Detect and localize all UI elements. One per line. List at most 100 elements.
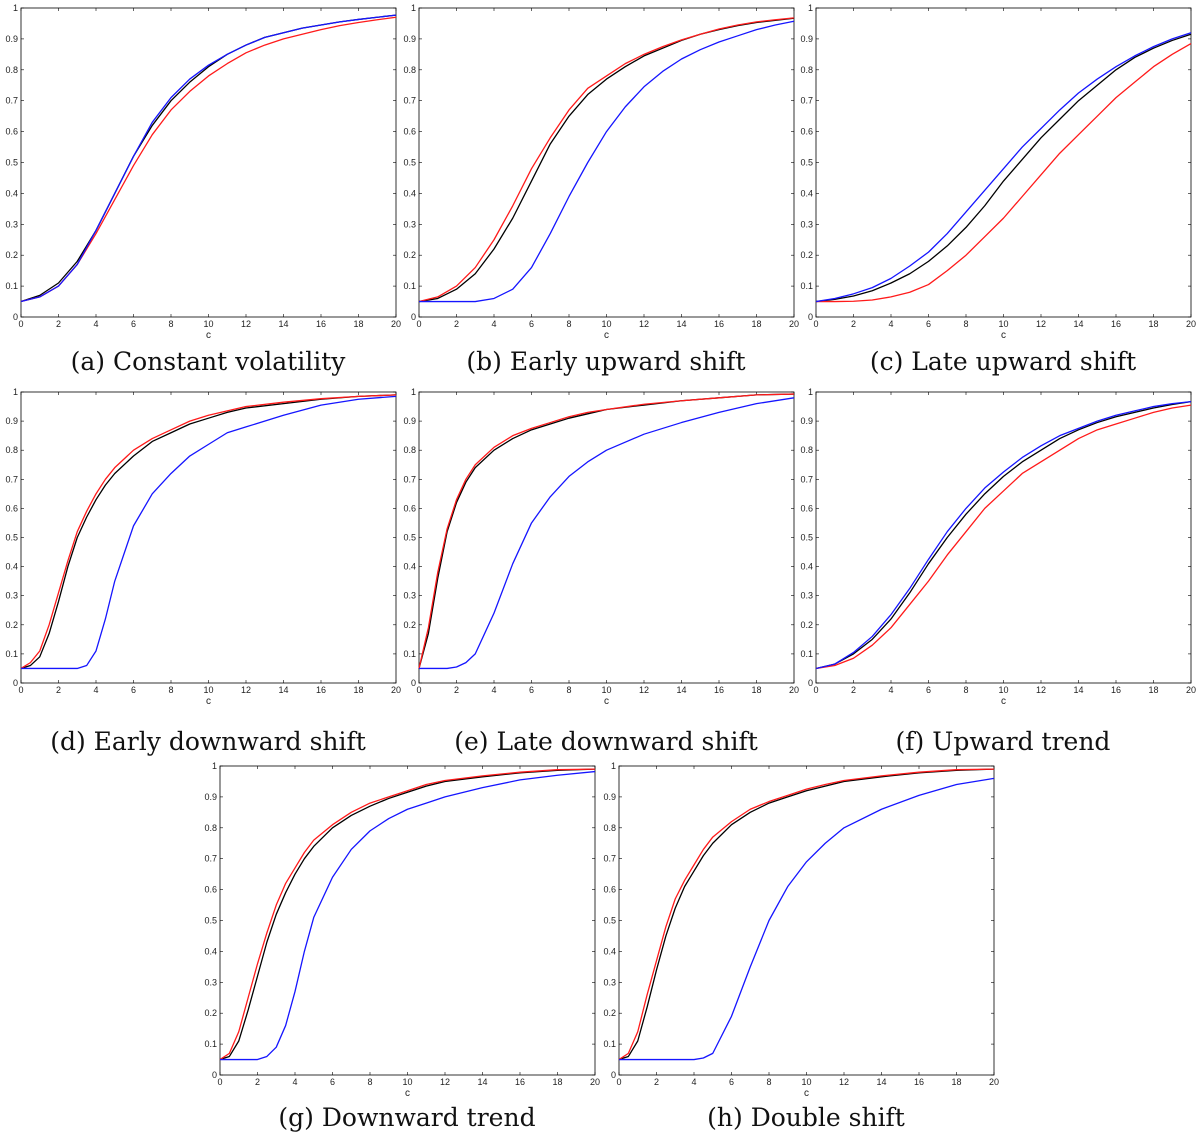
y-tick-label: 0.8 (800, 65, 813, 75)
x-tick-label: 0 (616, 1077, 621, 1087)
x-tick-label: 20 (590, 1077, 600, 1087)
series-line-black (618, 768, 995, 1061)
y-tick-label: 1 (611, 761, 616, 771)
x-tick-label: 8 (566, 685, 571, 695)
y-tick-label: 0 (13, 312, 18, 322)
axes-box (418, 7, 795, 318)
x-tick-label: 12 (241, 319, 251, 329)
y-tick-label: 1 (411, 387, 416, 397)
x-tick-label: 14 (278, 319, 288, 329)
x-tick-label: 10 (998, 319, 1008, 329)
x-tick-label: 12 (639, 319, 649, 329)
y-tick-label: 0.1 (5, 281, 18, 291)
y-tick-label: 0.4 (204, 946, 217, 956)
y-tick-label: 0.8 (403, 445, 416, 455)
x-tick-label: 14 (1073, 319, 1083, 329)
x-tick-label: 12 (1036, 319, 1046, 329)
y-tick-label: 0.4 (800, 188, 813, 198)
y-tick-label: 0 (212, 1070, 217, 1080)
panel-e: 0 2 4 6 8 10 12 14 16 18 20 0 0.1 0.2 0.3 0.4 0.5 0.6 0.7 0… (403, 387, 799, 756)
x-tick-label: 2 (454, 685, 459, 695)
x-tick-label: 14 (477, 1077, 487, 1087)
x-tick-label: 18 (353, 319, 363, 329)
x-axis-label: c (1001, 696, 1006, 707)
panel-caption: (d) Early downward shift (50, 727, 366, 756)
y-tick-label: 0 (411, 678, 416, 688)
x-axis-label: c (1001, 330, 1006, 341)
y-tick-label: 0.3 (800, 591, 813, 601)
x-tick-label: 16 (316, 685, 326, 695)
axes-box (219, 765, 596, 1076)
y-tick-label: 0.6 (800, 127, 813, 137)
x-tick-label: 20 (989, 1077, 999, 1087)
y-tick-label: 0.8 (5, 445, 18, 455)
x-tick-label: 10 (203, 319, 213, 329)
x-axis-label: c (206, 696, 211, 707)
y-tick-label: 0.2 (403, 250, 416, 260)
y-tick-label: 0.5 (403, 158, 416, 168)
y-tick-label: 0.6 (5, 503, 18, 513)
x-tick-label: 20 (391, 685, 401, 695)
series-line-red (815, 404, 1192, 670)
series-line-black (815, 33, 1192, 303)
x-tick-label: 8 (367, 1077, 372, 1087)
y-tick-label: 0.8 (204, 823, 217, 833)
x-tick-label: 0 (18, 319, 23, 329)
x-axis-label: c (206, 330, 211, 341)
series-line-black (815, 400, 1192, 670)
x-tick-label: 20 (1186, 319, 1196, 329)
y-tick-label: 0.5 (800, 533, 813, 543)
series-line-red (418, 17, 795, 303)
x-tick-label: 0 (813, 319, 818, 329)
x-tick-label: 4 (491, 319, 496, 329)
y-tick-label: 0.4 (800, 562, 813, 572)
y-tick-label: 0.3 (5, 219, 18, 229)
x-tick-label: 10 (601, 319, 611, 329)
x-tick-label: 8 (168, 685, 173, 695)
series-line-black (418, 393, 795, 669)
series-line-blue (619, 777, 995, 1061)
y-tick-label: 0.8 (403, 65, 416, 75)
y-tick-label: 0.4 (603, 946, 616, 956)
y-tick-label: 0.9 (5, 416, 18, 426)
y-tick-label: 0.7 (800, 96, 813, 106)
panel-caption: (g) Downward trend (278, 1103, 535, 1132)
y-tick-label: 0.5 (204, 916, 217, 926)
x-tick-label: 10 (402, 1077, 412, 1087)
y-tick-label: 0.4 (5, 188, 18, 198)
y-tick-label: 0.3 (403, 219, 416, 229)
y-tick-label: 0.1 (403, 281, 416, 291)
x-tick-label: 18 (951, 1077, 961, 1087)
x-tick-label: 4 (93, 319, 98, 329)
x-tick-label: 18 (552, 1077, 562, 1087)
x-axis-label: c (405, 1088, 410, 1099)
y-tick-label: 0.1 (204, 1039, 217, 1049)
series-line-red (20, 16, 397, 303)
y-tick-label: 0.5 (5, 533, 18, 543)
y-tick-label: 0.4 (5, 562, 18, 572)
x-tick-label: 0 (18, 685, 23, 695)
x-tick-label: 4 (888, 319, 893, 329)
x-tick-label: 2 (851, 685, 856, 695)
y-tick-label: 1 (212, 761, 217, 771)
x-tick-label: 16 (515, 1077, 525, 1087)
x-tick-label: 6 (729, 1077, 734, 1087)
panel-b: 0 2 4 6 8 10 12 14 16 18 20 0 0.1 0.2 0.3 0.4 0.5 0.6 0.7 0… (403, 3, 799, 376)
x-tick-label: 2 (654, 1077, 659, 1087)
x-tick-label: 14 (278, 685, 288, 695)
panel-caption: (a) Constant volatility (71, 347, 347, 376)
x-tick-label: 4 (491, 685, 496, 695)
y-tick-label: 0.8 (800, 445, 813, 455)
series-line-blue (419, 20, 795, 303)
y-tick-label: 0.2 (204, 1008, 217, 1018)
axes-box (618, 765, 995, 1076)
y-tick-label: 0 (13, 678, 18, 688)
x-tick-label: 8 (566, 319, 571, 329)
panel-g: 0 2 4 6 8 10 12 14 16 18 20 0 0.1 0.2 0.3 0.4 0.5 0.6 0.7 0… (204, 761, 600, 1132)
series-line-blue (20, 14, 397, 303)
y-tick-label: 0.7 (603, 854, 616, 864)
y-tick-label: 1 (411, 3, 416, 13)
y-tick-label: 0.4 (403, 188, 416, 198)
x-tick-label: 16 (714, 685, 724, 695)
